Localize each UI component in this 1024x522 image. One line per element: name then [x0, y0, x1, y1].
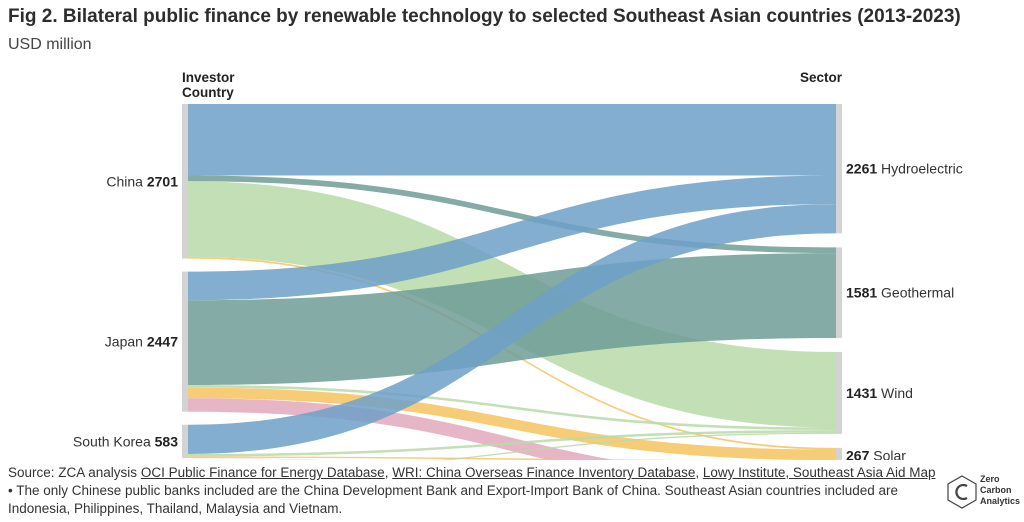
target-node-bar — [836, 447, 842, 460]
target-label: 267 Solar — [846, 448, 906, 460]
source-note: Source: ZCA analysis OCI Public Finance … — [8, 464, 938, 518]
logo-text-line: Analytics — [980, 496, 1021, 506]
flow-china-to-geothermal — [188, 175, 836, 254]
target-node-bar — [836, 351, 842, 434]
flow-south-korea-to-other — [188, 457, 318, 460]
target-node-bar — [836, 247, 842, 338]
chart-subtitle: USD million — [8, 36, 92, 53]
target-label: 1431 Wind — [846, 385, 913, 401]
target-label: 1581 Geothermal — [846, 285, 954, 301]
flow-japan-to-solar — [188, 387, 836, 460]
flow-south-korea-to-solar — [188, 456, 712, 460]
source-separator: , — [384, 465, 393, 480]
flow-south-korea-to-wind — [188, 430, 836, 457]
source-prefix: Source: ZCA analysis — [8, 465, 141, 480]
flow-japan-to-wind — [188, 385, 836, 431]
source-separator: , — [695, 465, 703, 480]
logo-text-line: Carbon — [980, 485, 1012, 495]
source-link-oci[interactable]: OCI Public Finance for Energy Database — [140, 465, 385, 480]
left-column-header: Investor — [182, 70, 235, 85]
source-node-bar — [182, 271, 188, 412]
source-note-text: • The only Chinese public banks included… — [8, 483, 899, 516]
flow-south-korea-to-hydroelectric — [188, 204, 836, 454]
source-link-wri[interactable]: WRI: China Overseas Finance Inventory Da… — [392, 465, 696, 480]
source-link-lowy[interactable]: Lowy Institute, Southeast Asia Aid Map — [702, 465, 936, 480]
zca-logo: Zero Carbon Analytics — [946, 472, 1022, 512]
chart-title: Fig 2. Bilateral public finance by renew… — [8, 6, 961, 27]
zero-carbon-analytics-c-logo-icon — [947, 475, 977, 509]
flow-china-to-hydroelectric — [188, 104, 836, 176]
target-node-bar — [836, 104, 842, 234]
nodes-layer — [182, 104, 842, 460]
source-label: China 2701 — [106, 173, 178, 189]
logo-text-line: Zero — [980, 474, 1000, 484]
flow-japan-to-hydroelectric — [188, 175, 836, 301]
links-layer — [188, 104, 836, 460]
left-column-header: Country — [182, 85, 234, 100]
right-column-header: Sector — [800, 70, 843, 85]
source-label: South Korea 583 — [73, 433, 178, 449]
source-node-bar — [182, 104, 188, 259]
source-label: Japan 2447 — [105, 334, 178, 350]
target-label: 2261 Hydroelectric — [846, 161, 963, 177]
source-node-bar — [182, 424, 188, 459]
